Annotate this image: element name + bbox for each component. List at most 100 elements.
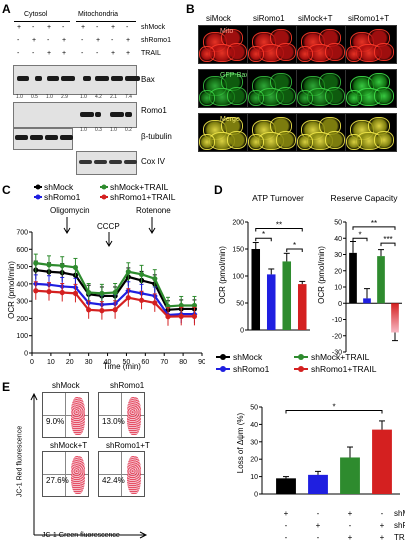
sign-cell: + (96, 37, 101, 44)
flow-percentage: 9.0% (46, 417, 65, 426)
flow-dots (71, 397, 85, 435)
data-point (59, 263, 65, 269)
y-tick-label: 100 (232, 274, 244, 281)
reserve-capacity-title: Reserve Capacity (330, 193, 398, 203)
flow-label-shmock-t: shMock+T (50, 441, 88, 450)
col-label-simock: siMock (206, 14, 231, 23)
flow-percentage: 27.6% (46, 476, 69, 485)
band-label-cox-iv: Cox IV (141, 157, 166, 166)
col-label-simock-t: siMock+T (298, 14, 333, 23)
flow-label-shromo1-t: shRomo1+T (106, 441, 150, 450)
panel-label-d: D (214, 183, 223, 197)
sig-bracket (255, 227, 303, 232)
band-coxiv (109, 160, 122, 164)
data-point (165, 314, 171, 320)
band-coxiv (79, 160, 92, 164)
bar-shmock-trail (377, 256, 385, 304)
x-tick-label: 30 (85, 359, 93, 366)
sig-label: * (332, 402, 335, 411)
group-underline-cytosol (14, 21, 70, 22)
band-bax (34, 76, 42, 81)
row-label-mito: Mito (220, 28, 234, 35)
sig-label: * (358, 230, 361, 239)
annotation-oligomycin: Oligomycin (50, 206, 90, 215)
cell-shape (227, 131, 247, 149)
legend-marker (298, 366, 304, 372)
x-axis-label: Time (min) (103, 362, 141, 371)
data-point (33, 260, 39, 266)
y-tick-label: 500 (16, 264, 28, 271)
legend-marker (101, 194, 107, 200)
bar-shromo1-trail (297, 284, 307, 330)
micrograph-merge-3 (296, 113, 348, 152)
cell-shape (346, 134, 362, 150)
data-point (125, 295, 131, 301)
sign-cell: - (285, 521, 288, 530)
band-romo1 (95, 112, 101, 117)
sign-cell: + (284, 509, 289, 518)
legend-label: shRomo1+TRAIL (110, 192, 176, 202)
data-point (72, 290, 79, 296)
x-tick-label: 90 (198, 359, 205, 366)
y-tick-label: 100 (16, 333, 28, 340)
flow-vl (65, 393, 66, 437)
flow-percentage: 42.4% (102, 476, 125, 485)
sig-bracket (285, 409, 383, 414)
bax-quant: 7.4 (125, 94, 132, 100)
sign-cell: - (62, 24, 65, 31)
micrograph-gfp-bax-4 (345, 69, 397, 108)
sign-cell: - (32, 24, 35, 31)
x-tick-label: 10 (47, 359, 55, 366)
arrow-rotenone (148, 217, 156, 234)
legend-label: shRomo1 (44, 192, 81, 202)
sig-bracket (380, 242, 396, 247)
sig-bracket (352, 226, 396, 230)
sig-label: *** (383, 235, 392, 244)
col-label-siromo1-t: siRomo1+T (348, 14, 390, 23)
panel-d-legend: shMock shMock+TRAIL shRomo1 shRomo1+TRAIL (216, 352, 377, 374)
romo1-quant: 0.2 (125, 127, 132, 133)
cell-shape (227, 87, 247, 105)
y-tick-label: 10 (334, 285, 342, 292)
group-label-cytosol: Cytosol (24, 11, 48, 18)
band-bax (111, 76, 123, 81)
sign-cell: + (47, 24, 52, 31)
legend-marker (220, 366, 226, 372)
micrograph-merge-4 (345, 113, 397, 152)
data-point (86, 307, 92, 313)
bar-shromo1 (308, 474, 328, 494)
x-tick-label: 40 (104, 359, 112, 366)
bar-shromo1 (266, 274, 276, 330)
flow-percentage: 13.0% (102, 417, 125, 426)
cell-shape (276, 43, 296, 61)
cell-shape (374, 43, 394, 61)
y-tick-label: 20 (334, 268, 342, 275)
y-tick-label: 50 (250, 405, 258, 412)
band-tubulin (60, 135, 73, 140)
cell-shape (374, 87, 394, 105)
legend-label: shMock+TRAIL (311, 352, 370, 362)
band-bax (47, 76, 59, 81)
micrograph-mito-1: Mito (198, 25, 250, 64)
y-tick-label: 200 (16, 316, 28, 323)
band-label-bax: Bax (141, 75, 155, 84)
band-bax (124, 76, 140, 81)
sign-cell: + (111, 24, 116, 31)
band-label-romo1: Romo1 (141, 106, 167, 115)
data-point (191, 302, 198, 309)
band-label-beta-tubulin: β-tubulin (141, 132, 172, 141)
data-point (46, 262, 52, 268)
y-tick-label: 0 (338, 301, 342, 308)
x-tick-label: 0 (30, 359, 34, 366)
micrograph-gfp-bax-3 (296, 69, 348, 108)
sign-cell: + (348, 509, 353, 518)
band-romo1 (110, 112, 124, 117)
sig-bracket (352, 237, 368, 242)
data-point (138, 271, 145, 277)
band-romo1 (80, 112, 94, 117)
x-tick-label: 70 (160, 359, 168, 366)
legend-marker (35, 184, 41, 190)
data-point (112, 307, 118, 313)
data-point (99, 308, 105, 314)
e-y-axis-label: Loss of Δψm (%) (236, 412, 245, 473)
